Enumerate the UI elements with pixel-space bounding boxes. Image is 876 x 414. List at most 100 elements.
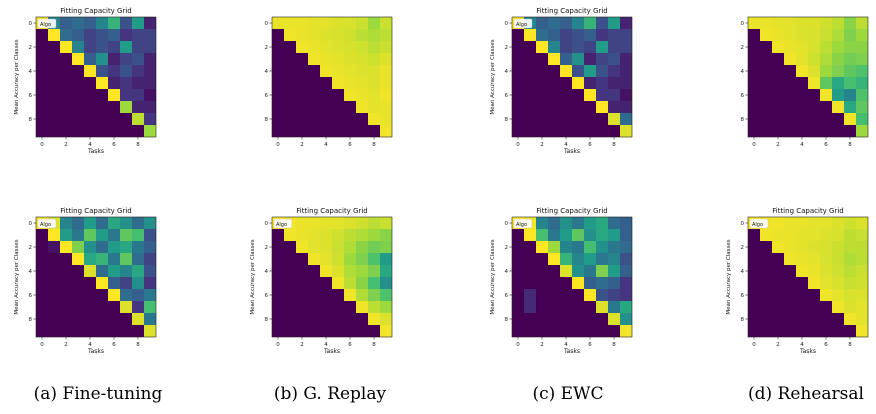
heatmap-cell	[608, 101, 621, 114]
x-tick-label: 8	[372, 142, 376, 148]
heatmap-cell	[284, 53, 297, 66]
heatmap-cell	[96, 241, 109, 254]
x-tick-label: 8	[612, 142, 616, 148]
heatmap-cell	[760, 265, 773, 278]
heatmap-cell	[844, 29, 857, 42]
heatmap-cell	[560, 277, 573, 290]
heatmap-cell	[560, 125, 573, 138]
heatmap-cell	[784, 253, 797, 266]
heatmap-cell	[856, 277, 869, 290]
heatmap-svg: Fitting Capacity Grid 0 2 4 6 8 0 2 4 6 8 Tasks Mean…	[726, 207, 869, 355]
heatmap-cell	[772, 29, 785, 42]
heatmap-cell	[344, 77, 357, 90]
heatmap-cell	[536, 65, 549, 78]
heatmap-cell	[536, 101, 549, 114]
caption-fine-tuning: (a) Fine-tuning	[33, 384, 163, 404]
heatmap-cell	[832, 265, 845, 278]
heatmap-cell	[72, 53, 85, 66]
heatmap-cell	[284, 301, 297, 314]
heatmap-cell	[332, 89, 345, 102]
heatmap-cell	[320, 241, 333, 254]
x-tick-label: 8	[848, 342, 852, 348]
heatmap-cell	[796, 77, 809, 90]
heatmap-cell	[512, 325, 525, 338]
heatmap-cell	[60, 217, 73, 230]
heatmap-cell	[144, 241, 157, 254]
heatmap-cell	[560, 325, 573, 338]
heatmap-cell	[368, 77, 381, 90]
heatmap-cell	[296, 125, 309, 138]
y-tick-label: 8	[741, 317, 745, 323]
heatmap-cell	[572, 313, 585, 326]
heatmap-cell	[536, 253, 549, 266]
heatmap-cell	[320, 217, 333, 230]
heatmap-cell	[820, 241, 833, 254]
y-tick-label: 8	[741, 117, 745, 123]
heatmap-cell	[760, 41, 773, 54]
heatmap-cell	[808, 265, 821, 278]
chart-title: Fitting Capacity Grid	[772, 207, 844, 215]
x-tick-label: 4	[324, 142, 328, 148]
heatmap-cell	[832, 41, 845, 54]
plot-frame	[511, 216, 633, 338]
heatmap-cell	[356, 253, 369, 266]
heatmap-cell	[548, 17, 561, 30]
heatmap-cell	[856, 217, 869, 230]
legend-box	[513, 18, 533, 29]
heatmap-cell	[84, 41, 97, 54]
heatmap-cell	[48, 101, 61, 114]
heatmap-cell	[132, 65, 145, 78]
plot-frame	[271, 216, 393, 338]
heatmap-cell	[308, 325, 321, 338]
heatmap-cell	[796, 125, 809, 138]
heatmap-cell	[548, 89, 561, 102]
heatmap-cell	[272, 17, 285, 30]
heatmap-cell	[512, 289, 525, 302]
heatmap-cell	[548, 101, 561, 114]
heatmap-cell	[760, 125, 773, 138]
heatmap-cell	[796, 17, 809, 30]
heatmap-cell	[796, 53, 809, 66]
heatmap-cell	[796, 265, 809, 278]
heatmap-cell	[512, 89, 525, 102]
heatmap-cell	[512, 41, 525, 54]
heatmap-cell	[536, 277, 549, 290]
heatmap-cell	[548, 229, 561, 242]
heatmap-svg: Fitting Capacity Grid 0 2 4 6 8 0 2 4 6 8 Tasks Mean…	[490, 7, 633, 155]
heatmap-cell	[572, 125, 585, 138]
heatmap-cell	[308, 53, 321, 66]
heatmap-cell	[144, 253, 157, 266]
panel-generative-replay-top: 0 2 4 6 8 0 2 4 6 8	[244, 0, 444, 185]
heatmap-cell	[596, 89, 609, 102]
heatmap-cell	[784, 53, 797, 66]
heatmap-cell	[284, 253, 297, 266]
heatmap-cell	[368, 17, 381, 30]
heatmap-cell	[536, 229, 549, 242]
heatmap-cell	[808, 101, 821, 114]
legend-label: Algo	[752, 222, 763, 228]
heatmap-cell	[820, 253, 833, 266]
heatmap-cell	[856, 301, 869, 314]
heatmap-cell	[760, 325, 773, 338]
heatmap-cell	[772, 301, 785, 314]
heatmap-cell	[560, 217, 573, 230]
heatmap-cell	[536, 289, 549, 302]
heatmap-cell	[620, 41, 633, 54]
heatmap-cell	[608, 313, 621, 326]
y-tick-label: 2	[29, 45, 33, 51]
heatmap-cell	[772, 325, 785, 338]
heatmap-cell	[144, 17, 157, 30]
heatmap-cell	[144, 277, 157, 290]
y-tick-label: 4	[505, 269, 509, 275]
plot-frame	[511, 16, 633, 138]
heatmap-cell	[380, 101, 393, 114]
heatmap-cell	[784, 41, 797, 54]
heatmap-cell	[96, 289, 109, 302]
heatmap-cell	[596, 125, 609, 138]
heatmap-cell	[760, 17, 773, 30]
heatmap-cell	[856, 29, 869, 42]
y-tick-label: 6	[505, 293, 509, 299]
y-tick-label: 6	[265, 93, 269, 99]
heatmap-cell	[108, 77, 121, 90]
heatmap-cell	[296, 301, 309, 314]
